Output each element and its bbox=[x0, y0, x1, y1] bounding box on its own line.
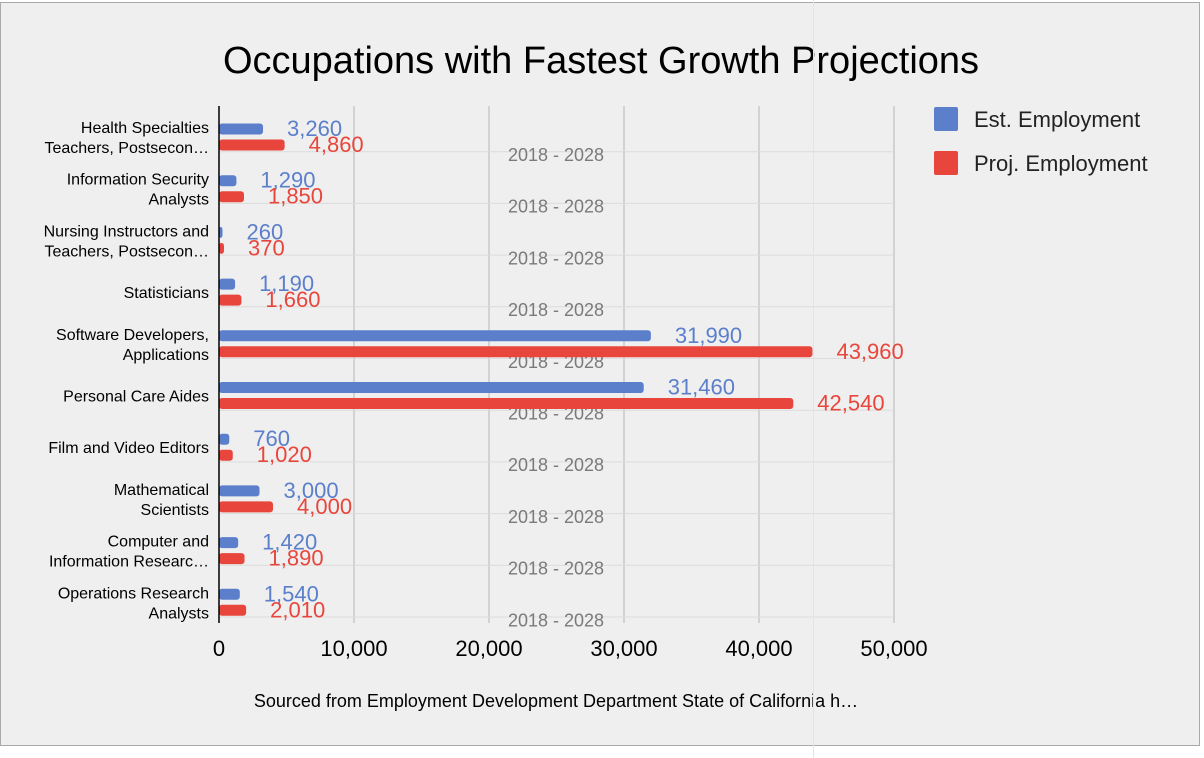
category-label-software-developers-applications: Software Developers, Applications bbox=[56, 327, 209, 364]
period-labels: 2018 - 2028 2018 - 2028 2018 - 2028 2018 - … bbox=[508, 145, 604, 630]
bar-est-employment-7 bbox=[219, 485, 260, 497]
bar-proj-employment-5 bbox=[219, 398, 794, 409]
legend: Est. Employment Proj. Employment bbox=[934, 107, 1148, 176]
value-label-proj-employment-0: 4,860 bbox=[309, 132, 364, 157]
period-label: 2018 - 2028 bbox=[508, 197, 604, 217]
legend-label-proj-employment: Proj. Employment bbox=[974, 151, 1148, 176]
gridlines bbox=[219, 106, 895, 623]
legend-label-est-employment: Est. Employment bbox=[974, 107, 1140, 132]
bar-est-employment-6 bbox=[219, 433, 230, 445]
value-label-proj-employment-5: 42,540 bbox=[817, 391, 884, 416]
bar-proj-employment-6 bbox=[219, 449, 233, 461]
value-label-proj-employment-3: 1,660 bbox=[265, 287, 320, 312]
bar-chart: Occupations with Fastest Growth Projecti… bbox=[44, 40, 1148, 711]
value-label-est-employment-0: 3,260 bbox=[287, 116, 342, 141]
value-label-proj-employment-4: 43,960 bbox=[836, 339, 903, 364]
period-label: 2018 - 2028 bbox=[508, 248, 604, 268]
value-label-est-employment-4: 31,990 bbox=[675, 323, 742, 348]
bar-proj-employment-2 bbox=[219, 242, 224, 254]
x-axis-ticks: 0 10,000 20,000 30,000 40,000 50,000 bbox=[213, 636, 928, 661]
value-label-est-employment-9: 1,540 bbox=[264, 581, 319, 606]
value-label-proj-employment-7: 4,000 bbox=[297, 494, 352, 519]
bar-proj-employment-9 bbox=[219, 604, 247, 616]
value-label-proj-employment-2: 370 bbox=[248, 235, 285, 260]
category-label-film-and-video-editors: Film and Video Editors bbox=[48, 440, 209, 457]
x-tick-label: 50,000 bbox=[860, 636, 927, 661]
x-tick-label: 0 bbox=[213, 636, 225, 661]
period-label: 2018 - 2028 bbox=[508, 559, 604, 579]
value-label-proj-employment-9: 2,010 bbox=[270, 597, 325, 622]
bars bbox=[219, 123, 813, 616]
category-label-computer-and-information-researc: Computer and Information Researc… bbox=[49, 534, 209, 571]
bar-proj-employment-0 bbox=[219, 139, 285, 151]
bar-est-employment-4 bbox=[219, 330, 651, 342]
bar-est-employment-9 bbox=[219, 588, 240, 600]
bar-proj-employment-4 bbox=[219, 346, 813, 358]
chart-caption: Sourced from Employment Development Depa… bbox=[254, 691, 858, 711]
bar-est-employment-8 bbox=[219, 537, 239, 549]
x-tick-label: 40,000 bbox=[725, 636, 792, 661]
category-label-health-specialties-teachers-postsecon: Health Specialties Teachers, Postsecon… bbox=[44, 120, 209, 157]
bar-proj-employment-8 bbox=[219, 553, 245, 565]
period-label: 2018 - 2028 bbox=[508, 455, 604, 475]
category-label-nursing-instructors-and-teachers-postsecon: Nursing Instructors and Teachers, Postsec… bbox=[44, 223, 209, 260]
bar-est-employment-2 bbox=[219, 226, 223, 238]
value-label-est-employment-8: 1,420 bbox=[262, 530, 317, 555]
bar-est-employment-1 bbox=[219, 175, 237, 187]
category-label-statisticians: Statisticians bbox=[124, 285, 209, 302]
period-label: 2018 - 2028 bbox=[508, 145, 604, 165]
value-label-est-employment-7: 3,000 bbox=[284, 478, 339, 503]
category-labels: Health Specialties Teachers, Postsecon… In… bbox=[44, 120, 209, 622]
category-label-information-security-analysts: Information Security Analysts bbox=[67, 172, 209, 209]
bar-proj-employment-7 bbox=[219, 501, 273, 513]
category-label-mathematical-scientists: Mathematical Scientists bbox=[114, 482, 209, 519]
x-tick-label: 30,000 bbox=[590, 636, 657, 661]
category-label-operations-research-analysts: Operations Research Analysts bbox=[58, 585, 209, 622]
value-label-est-employment-6: 760 bbox=[253, 426, 290, 451]
chart-container: Occupations with Fastest Growth Projecti… bbox=[0, 2, 1200, 746]
value-label-est-employment-2: 260 bbox=[247, 219, 284, 244]
bar-proj-employment-3 bbox=[219, 294, 242, 306]
value-label-proj-employment-6: 1,020 bbox=[257, 442, 312, 467]
value-label-est-employment-5: 31,460 bbox=[668, 375, 735, 400]
chart-title: Occupations with Fastest Growth Projecti… bbox=[223, 40, 979, 82]
bar-est-employment-0 bbox=[219, 123, 264, 135]
bar-est-employment-5 bbox=[219, 382, 644, 393]
value-label-est-employment-3: 1,190 bbox=[259, 271, 314, 296]
bar-proj-employment-1 bbox=[219, 191, 244, 203]
x-tick-label: 10,000 bbox=[320, 636, 387, 661]
bar-est-employment-3 bbox=[219, 278, 236, 290]
page-divider bbox=[813, 0, 814, 758]
period-label: 2018 - 2028 bbox=[508, 610, 604, 630]
legend-swatch-proj-employment bbox=[934, 151, 958, 175]
period-label: 2018 - 2028 bbox=[508, 507, 604, 527]
period-label: 2018 - 2028 bbox=[508, 300, 604, 320]
value-label-proj-employment-8: 1,890 bbox=[269, 546, 324, 571]
value-label-est-employment-1: 1,290 bbox=[260, 168, 315, 193]
x-tick-label: 20,000 bbox=[455, 636, 522, 661]
value-label-proj-employment-1: 1,850 bbox=[268, 184, 323, 209]
legend-swatch-est-employment bbox=[934, 107, 958, 131]
category-label-personal-care-aides: Personal Care Aides bbox=[63, 389, 209, 406]
